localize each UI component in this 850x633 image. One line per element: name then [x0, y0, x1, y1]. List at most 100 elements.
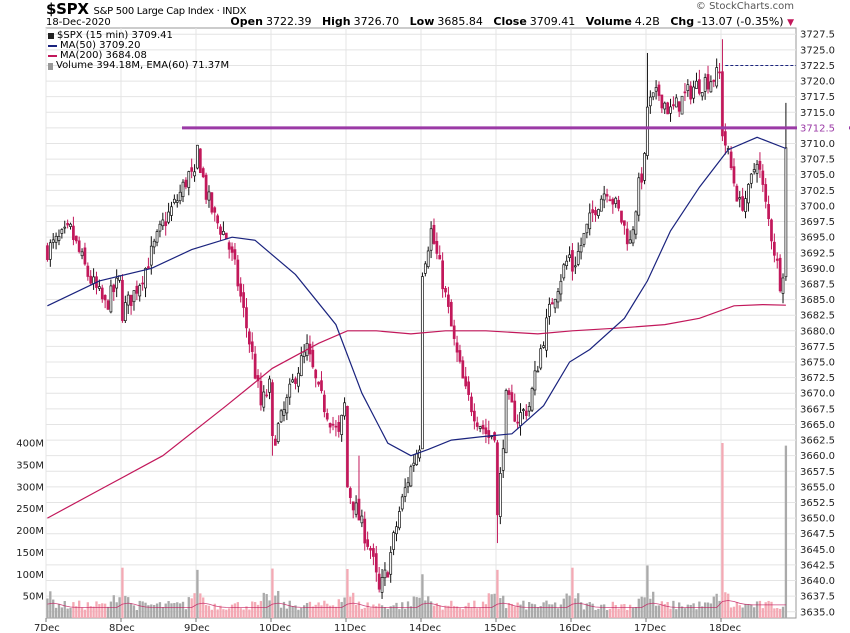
volume-bar — [274, 595, 277, 618]
candle-body — [213, 207, 217, 213]
volume-bar — [202, 597, 205, 618]
candle-body — [634, 211, 638, 235]
candle-body — [588, 212, 592, 230]
volume-bar — [219, 605, 222, 618]
volume-bar — [735, 602, 739, 618]
volume-bar — [233, 603, 237, 618]
price-tick-label: 3692.5 — [800, 248, 835, 259]
low-value: 3685.84 — [437, 15, 483, 28]
volume-tick-label: 100M — [16, 570, 44, 581]
volume-bar — [199, 593, 202, 618]
volume-bar — [155, 603, 159, 618]
volume-bar — [683, 608, 687, 618]
candle-body — [181, 181, 185, 198]
candle-body — [403, 487, 407, 497]
volume-bar — [228, 608, 231, 618]
volume-bar — [305, 602, 309, 618]
volume-bar — [646, 565, 649, 618]
candle-body — [317, 381, 320, 385]
volume-bar — [781, 606, 785, 618]
volume-bar — [582, 609, 586, 618]
candle-body — [392, 532, 395, 550]
volume-bar — [470, 607, 473, 618]
volume-bar — [513, 606, 516, 618]
candle-body — [363, 518, 367, 544]
ma200-line — [47, 303, 786, 519]
volume-bar — [392, 605, 395, 618]
volume-bar — [124, 595, 127, 618]
legend-ma50-swatch — [48, 45, 57, 47]
volume-bar — [553, 602, 557, 618]
candle-body — [698, 79, 701, 94]
volume-bar — [403, 608, 407, 618]
volume-bar — [597, 608, 600, 618]
candle-body — [674, 97, 678, 108]
candle-body — [340, 414, 344, 435]
volume-bar — [496, 569, 499, 618]
volume-bars — [46, 443, 788, 618]
candle-body — [686, 84, 690, 91]
volume-bar — [703, 602, 707, 618]
volume-bar — [461, 609, 464, 618]
price-tick-label: 3695.0 — [800, 233, 835, 244]
candle-body — [775, 258, 779, 261]
volume-bar — [401, 602, 404, 618]
candle-body — [80, 251, 84, 257]
volume-bar — [259, 601, 263, 618]
volume-bar — [525, 609, 528, 618]
volume-bar — [715, 593, 718, 618]
candle-body — [201, 168, 205, 178]
candle-body — [573, 265, 577, 268]
volume-bar — [516, 602, 519, 618]
volume-bar — [314, 604, 317, 618]
candle-body — [389, 552, 393, 575]
volume-bar — [291, 606, 294, 618]
volume-bar — [545, 600, 548, 618]
price-tick-label: 3670.0 — [800, 389, 835, 400]
candle-body — [83, 247, 87, 265]
volume-bar — [242, 609, 245, 618]
price-tick-label: 3640.0 — [800, 576, 835, 587]
volume-bar — [256, 604, 260, 618]
candle-body — [224, 232, 228, 240]
candle-body — [637, 177, 641, 216]
volume-bar — [222, 609, 225, 618]
date-tick-label: 10Dec — [259, 623, 291, 633]
candle-body — [178, 191, 182, 202]
candle-body — [643, 153, 646, 181]
change-value: -13.07 (-0.35%) — [697, 15, 784, 28]
candle-body — [126, 294, 130, 306]
volume-bar — [504, 608, 508, 618]
candle-body — [527, 406, 531, 412]
candle-body — [386, 572, 390, 578]
candle-body — [493, 432, 496, 441]
price-tick-label: 3727.5 — [800, 30, 835, 41]
candle-body — [415, 453, 419, 465]
volume-bar — [750, 604, 753, 618]
volume-bar — [72, 602, 75, 618]
volume-bar — [383, 607, 387, 618]
candle-body — [155, 231, 159, 243]
volume-bar — [213, 603, 216, 618]
volume-bar — [559, 604, 563, 618]
volume-bar — [340, 601, 343, 618]
candle-body — [129, 294, 133, 307]
volume-bar — [138, 600, 141, 618]
volume-bar — [282, 601, 286, 618]
volume-bar — [349, 596, 352, 618]
candle-body — [732, 166, 736, 184]
price-tick-label: 3650.0 — [800, 514, 835, 525]
volume-bar — [767, 600, 770, 618]
legend-price-swatch — [48, 33, 54, 39]
ticker-exchange: INDX — [222, 6, 247, 17]
volume-bar — [118, 597, 121, 618]
volume-bar — [605, 610, 609, 618]
candle-body — [524, 410, 528, 416]
volume-bar — [372, 604, 375, 618]
volume-bar — [80, 607, 84, 618]
volume-bar — [755, 601, 759, 618]
volume-tick-label: 250M — [16, 504, 44, 515]
candle-body — [334, 425, 338, 428]
volume-bar — [764, 602, 767, 618]
volume-bar — [444, 605, 447, 618]
